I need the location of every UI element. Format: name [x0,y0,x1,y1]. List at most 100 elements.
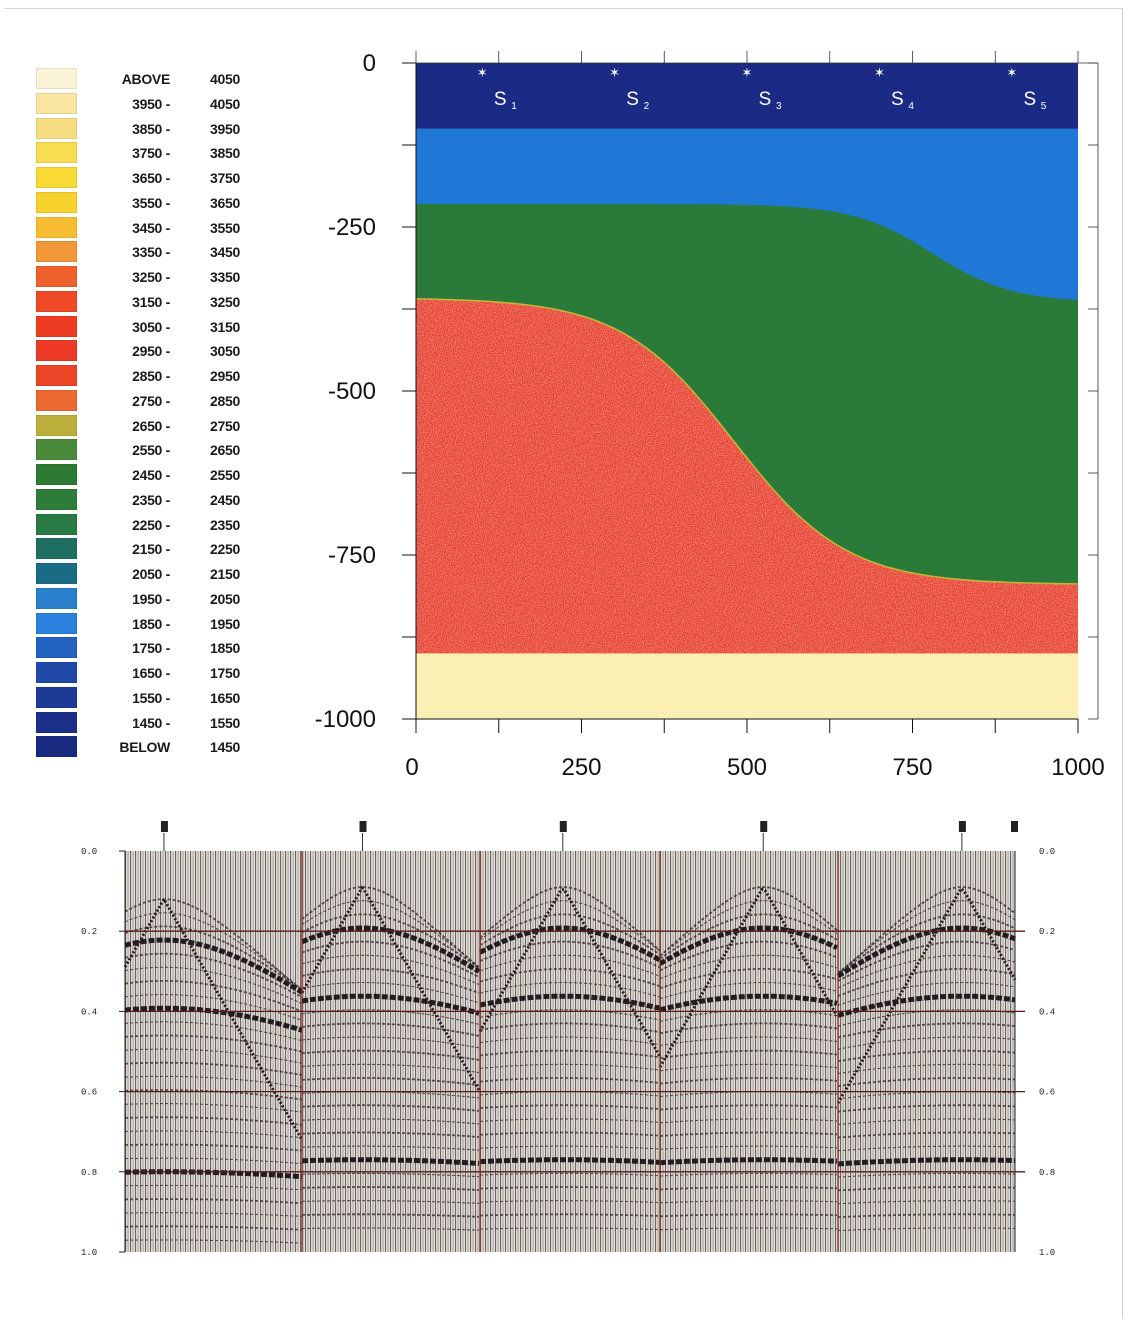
reflection-event [479,1049,661,1059]
legend-swatch [36,92,77,114]
reflection-event [124,966,303,1005]
time-tick-label-right: 0.8 [1039,1168,1055,1178]
x-tick-label: 0 [405,754,418,781]
reflection-event [124,1116,303,1126]
legend-swatch [36,488,77,510]
shot-gather [123,821,304,1244]
legend-range-low: 2850 - [132,368,170,384]
reflection-event [301,940,480,978]
legend-range-low: ABOVE [121,71,171,87]
reflection-event [659,1213,838,1218]
source-label-index: 4 [908,101,914,112]
reflection-event [659,1009,838,1022]
reflection-event [837,886,1016,976]
reflection-event [659,1091,838,1098]
reflection-event [479,1213,661,1217]
time-tick-label-left: 0.6 [81,1088,97,1098]
y-tick-label: -1000 [315,706,376,733]
reflection-event [301,886,480,969]
legend-row: 2050 - 2150 [36,562,256,587]
legend-swatch [36,464,77,485]
legend-row: 2150 - 2250 [36,537,256,562]
reflection-event [301,1036,480,1049]
reflection-event [124,1157,303,1165]
legend-row: 3450 - 3550 [36,216,256,241]
reflection-event [837,1118,1016,1126]
reflection-event [837,993,1016,1018]
reflection-event [124,1061,303,1076]
legend-range-high: 3350 [210,269,240,285]
x-tick-label: 1000 [1051,754,1104,781]
legend-range-low: 2750 - [132,392,170,409]
legend-range-high: 3750 [210,170,240,186]
legend-range-low: 1550 - [132,689,170,706]
reflection-event [836,925,1016,979]
source-label: S [1023,89,1036,110]
reflection-event [659,1063,838,1072]
reflection-event [479,993,661,1011]
reflection-event [837,1145,1016,1152]
reflection-event [479,1077,661,1084]
reflection-event [837,1063,1016,1075]
reflection-event [837,981,1016,1006]
reflection-event [301,1118,480,1125]
legend-swatch [36,167,77,188]
legend-swatch [36,191,77,213]
seismic-traces [123,821,1018,1252]
layer-water [416,63,1078,129]
reflection-event [479,1009,661,1021]
legend-range-low: 3050 - [132,318,170,335]
legend-range-high: 1650 [210,689,240,706]
legend-swatch [36,538,77,560]
legend-row: 1450 - 1550 [36,711,256,736]
legend-range-low: 3950 - [132,95,170,112]
direct-arrival [300,885,481,1091]
legend-row: BELOW 1450 [36,735,256,760]
interface-line [416,298,1078,585]
legend-range-high: 3550 [210,219,240,236]
reflection-event [479,1200,661,1204]
reflection-event [837,1157,1016,1167]
reflection-event [837,940,1016,982]
reflection-event [837,954,1016,989]
seismic-section: 0.0 0.0 0.2 0.2 0.4 0.4 0.6 0.6 0.8 0.8 1.0 1.0 [81,821,1055,1258]
reflection-event [837,1227,1015,1232]
time-tick-label-right: 0.4 [1039,1007,1055,1017]
layer-basement [416,653,1078,719]
shot-marker [760,821,768,832]
legend-range-low: BELOW [119,739,170,756]
source-label: S [494,89,507,110]
time-tick-label-right: 0.0 [1039,847,1055,857]
y-tick-label: -750 [328,542,376,569]
legend-range-low: 3750 - [132,145,170,162]
legend-range-high: 2950 [210,368,240,384]
reflection-event [124,1143,303,1152]
reflection-event [837,913,1016,974]
reflection-event [301,1145,480,1151]
legend-range-low: 1750 - [132,640,170,657]
shot-marker [1011,821,1018,832]
reflection-event [659,1145,838,1150]
reflection-event [124,1075,303,1088]
reflection-event [125,1130,303,1139]
reflection-event [479,1186,661,1190]
reflection-event [479,886,661,952]
reflection-event [124,1184,303,1191]
legend-range-high: 3250 [210,293,240,310]
reflection-event [837,1131,1016,1139]
source-star-icon: ✶ [609,66,620,81]
reflection-event [479,1118,661,1123]
time-tick-label-left: 0.2 [81,927,97,937]
y-tick-label: 0 [363,50,376,77]
legend-range-low: 2250 - [132,516,170,533]
legend-range-high: 3050 [210,343,240,360]
shot-marker [559,821,567,832]
legend-range-high: 2150 [210,566,240,582]
legend-row: ABOVE 4050 [36,67,256,92]
reflection-event [479,1145,661,1150]
legend-swatch [36,637,77,659]
reflection-event [659,1186,837,1191]
reflection-event [659,1131,838,1137]
reflection-event [125,1212,303,1217]
reflection-event [479,1063,661,1071]
